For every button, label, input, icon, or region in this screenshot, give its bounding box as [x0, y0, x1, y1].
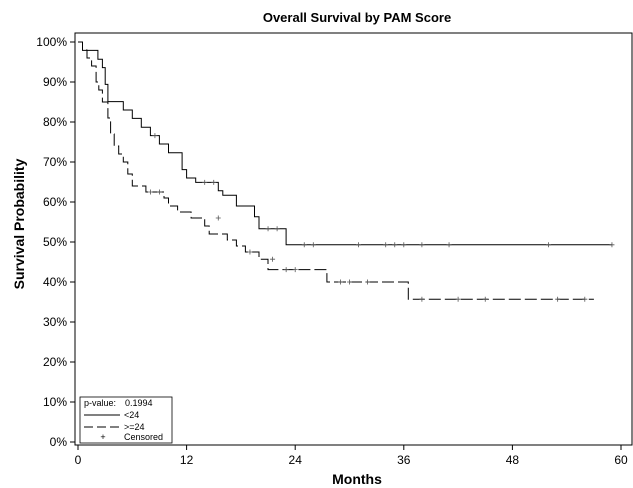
y-tick-label: 20%	[43, 355, 67, 369]
censored-mark	[292, 267, 298, 273]
x-tick-label: 0	[75, 453, 82, 467]
censored-mark	[265, 226, 271, 232]
censored-mark	[274, 226, 280, 232]
x-axis: 0 12 24 36 48 60	[75, 445, 628, 467]
censored-mark	[546, 242, 552, 248]
censored-mark	[156, 189, 162, 195]
y-tick-label: 90%	[43, 75, 67, 89]
censored-mark	[356, 242, 362, 248]
censored-mark	[301, 242, 307, 248]
y-tick-label: 10%	[43, 395, 67, 409]
y-tick-label: 80%	[43, 115, 67, 129]
censored-mark	[270, 256, 276, 262]
censored-mark	[347, 279, 352, 285]
y-tick-label: 70%	[43, 155, 67, 169]
survival-curve	[78, 41, 594, 300]
legend-label-lt24: <24	[124, 410, 139, 420]
censored-mark	[215, 215, 221, 221]
censored-mark	[337, 279, 343, 285]
x-tick-label: 48	[506, 453, 520, 467]
censored-mark	[446, 242, 452, 248]
x-tick-label: 60	[614, 453, 628, 467]
censored-mark	[383, 242, 389, 248]
censored-mark	[392, 242, 398, 248]
y-tick-label: 100%	[36, 35, 67, 49]
censored-mark	[310, 242, 316, 248]
censored-mark	[147, 189, 153, 195]
series-layer	[78, 41, 615, 302]
y-tick-label: 40%	[43, 275, 67, 289]
chart-title: Overall Survival by PAM Score	[263, 10, 451, 25]
censored-mark	[609, 242, 615, 248]
censored-mark	[482, 296, 488, 302]
censored-mark	[283, 267, 289, 273]
legend-label-censored: Censored	[124, 432, 163, 442]
legend-label-ge24: >=24	[124, 422, 145, 432]
series-2	[78, 41, 594, 302]
legend-pvalue-label: p-value:	[84, 398, 116, 408]
censored-mark	[365, 279, 371, 285]
x-tick-label: 12	[180, 453, 194, 467]
censored-mark	[419, 296, 425, 302]
censored-mark	[202, 179, 208, 185]
x-axis-title: Months	[332, 471, 382, 487]
x-tick-label: 36	[397, 453, 411, 467]
censored-mark	[582, 296, 588, 302]
y-axis: 0% 10% 20% 30% 40% 50% 60% 70% 80% 90% 100%	[36, 35, 75, 449]
y-tick-label: 0%	[50, 435, 68, 449]
series-1	[78, 41, 615, 248]
y-axis-title: Survival Probability	[11, 158, 27, 289]
censored-mark	[152, 133, 158, 139]
censored-mark	[455, 296, 461, 302]
censored-mark	[555, 296, 561, 302]
y-tick-label: 60%	[43, 195, 67, 209]
censored-mark	[247, 249, 253, 255]
censored-mark	[211, 179, 217, 185]
y-tick-label: 30%	[43, 315, 67, 329]
censored-mark	[419, 242, 425, 248]
legend: p-value: 0.1994 <24 >=24 + Censored	[79, 396, 173, 444]
legend-censored-marker: +	[100, 432, 105, 442]
x-tick-label: 24	[289, 453, 303, 467]
survival-curve	[78, 41, 612, 246]
censored-mark	[401, 242, 407, 248]
plot-frame	[74, 32, 633, 446]
y-tick-label: 50%	[43, 235, 67, 249]
legend-box	[79, 396, 173, 444]
legend-pvalue: 0.1994	[125, 398, 153, 408]
